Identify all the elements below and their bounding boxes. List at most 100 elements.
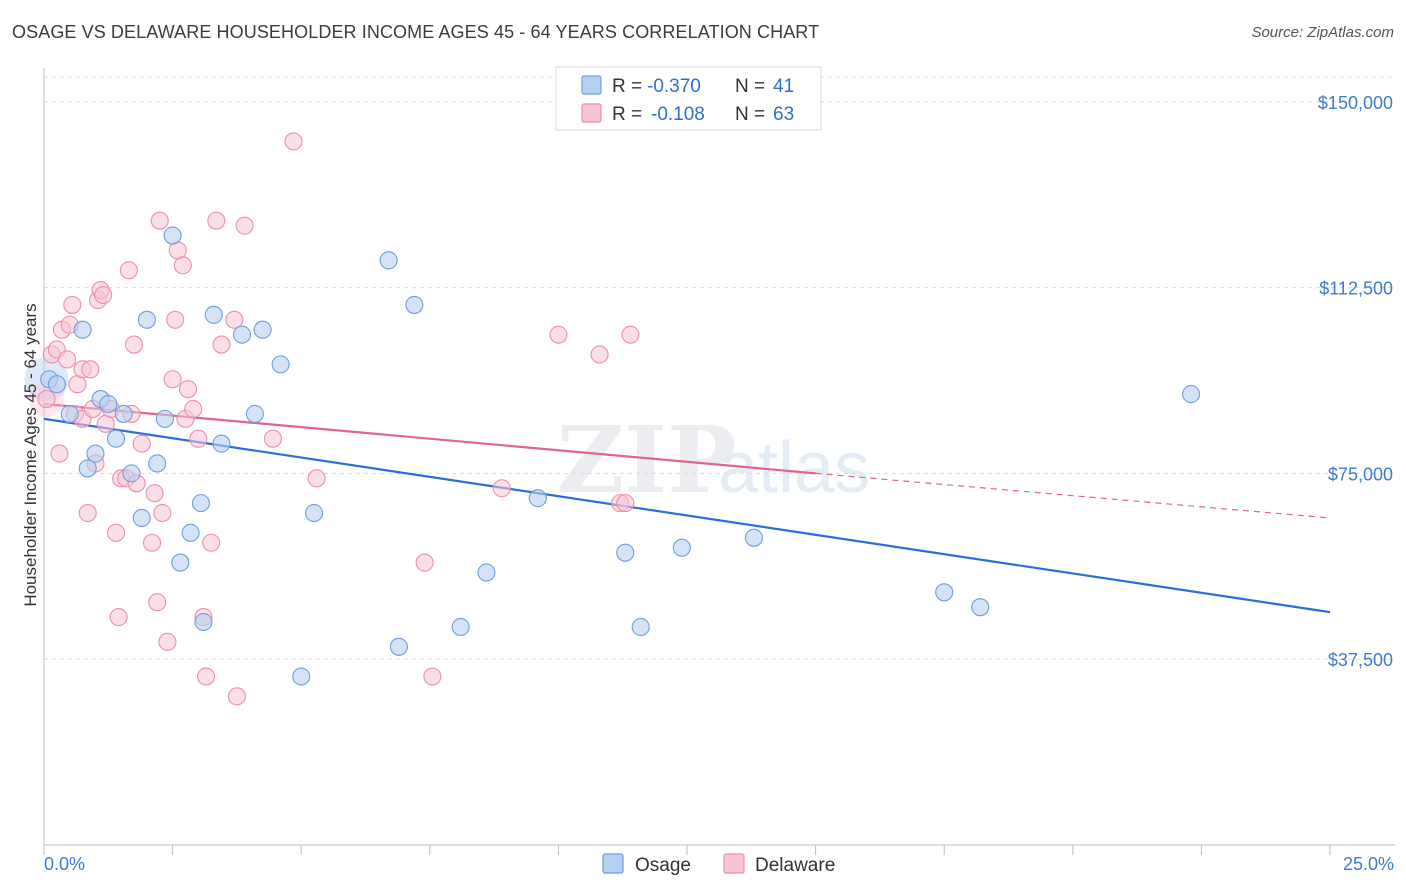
osage-point — [132, 508, 151, 528]
delaware-point — [78, 503, 97, 523]
delaware-point — [307, 469, 326, 488]
legend-r-label-delaware: R = — [612, 104, 642, 125]
chart-title: OSAGE VS DELAWARE HOUSEHOLDER INCOME AGE… — [12, 22, 820, 42]
delaware-point — [492, 479, 511, 498]
osage-point — [528, 489, 547, 508]
watermark-atlas: atlas — [718, 428, 870, 508]
osage-point — [935, 583, 954, 602]
osage-point — [477, 563, 496, 582]
delaware-point — [106, 523, 126, 542]
osage-point — [245, 404, 264, 423]
bottom-legend-swatch-delaware — [723, 853, 745, 874]
y-tick-label: $37,500 — [1328, 650, 1393, 670]
legend-r-label-osage: R = — [612, 76, 642, 97]
legend-n-value-osage: 41 — [773, 76, 794, 97]
y-tick-label: $112,500 — [1319, 279, 1393, 299]
osage-point — [86, 444, 105, 463]
delaware-point — [173, 256, 192, 275]
watermark-zip: ZIP — [557, 406, 736, 514]
osage-point — [1182, 385, 1201, 404]
delaware-point — [158, 632, 177, 651]
osage-point — [616, 543, 635, 562]
delaware-point — [63, 295, 82, 314]
legend-n-label-osage: N = — [735, 76, 765, 97]
osage-point — [155, 409, 174, 428]
delaware-point — [178, 380, 198, 399]
gridlines — [44, 76, 1395, 660]
osage-point — [181, 523, 200, 542]
osage-point — [191, 494, 210, 513]
y-tick-label: $150,000 — [1318, 93, 1393, 113]
delaware-point — [163, 370, 182, 389]
delaware-point — [616, 494, 635, 513]
osage-point — [971, 598, 990, 617]
delaware-point — [148, 593, 167, 612]
bottom-legend-label-osage: Osage — [635, 855, 691, 876]
osage-point — [73, 320, 92, 339]
delaware-point — [235, 216, 254, 235]
osage-point — [744, 528, 763, 547]
legend-r-value-osage: -0.370 — [647, 76, 701, 97]
series-legend: Osage Delaware — [602, 853, 835, 876]
legend-n-label-delaware: N = — [735, 104, 765, 125]
osage-point — [672, 538, 691, 557]
osage-point — [148, 454, 167, 473]
osage-point — [122, 464, 141, 483]
x-tick-label-max: 25.0% — [1343, 854, 1394, 874]
source-credit: Source: ZipAtlas.com — [1251, 24, 1394, 41]
legend-swatch-osage — [581, 75, 602, 95]
osage-point — [114, 404, 133, 423]
stats-legend: R = -0.370 N = 41 R = -0.108 N = 63 — [555, 66, 822, 131]
delaware-point — [415, 553, 434, 572]
delaware-point — [590, 345, 609, 364]
delaware-point — [184, 399, 203, 419]
delaware-point — [621, 325, 640, 344]
bottom-legend-label-delaware: Delaware — [755, 855, 835, 876]
osage-point — [47, 375, 66, 394]
osage-point — [405, 295, 424, 314]
delaware-point — [81, 360, 100, 379]
osage-point — [60, 404, 79, 423]
osage-point — [305, 503, 324, 523]
watermark: ZIP atlas — [557, 406, 870, 514]
delaware-point — [132, 434, 151, 453]
osage-point — [389, 637, 408, 656]
delaware-point — [549, 325, 568, 344]
osage-point — [78, 459, 97, 478]
osage-point — [204, 305, 223, 324]
delaware-point — [153, 503, 172, 523]
delaware-point — [423, 667, 442, 686]
delaware-point — [212, 335, 231, 354]
osage-point — [292, 667, 311, 686]
osage-point — [271, 355, 290, 374]
legend-n-value-delaware: 63 — [773, 104, 794, 125]
osage-point — [137, 310, 156, 329]
osage-trend-line — [43, 417, 1331, 614]
y-tick-labels: $37,500 $75,000 $112,500 $150,000 — [1318, 93, 1393, 670]
delaware-point — [225, 310, 244, 329]
osage-point — [379, 251, 398, 270]
delaware-point — [202, 533, 221, 552]
delaware-point — [227, 687, 246, 706]
osage-point — [631, 617, 650, 637]
osage-point — [171, 553, 190, 572]
osage-point — [99, 394, 118, 414]
osage-point — [163, 226, 182, 245]
bottom-legend-swatch-osage — [602, 853, 624, 874]
delaware-point — [142, 533, 162, 552]
delaware-point — [37, 390, 56, 409]
delaware-point — [124, 335, 144, 354]
delaware-point — [166, 310, 185, 329]
osage-point — [106, 429, 126, 448]
osage-point — [253, 320, 272, 339]
delaware-point — [207, 211, 226, 230]
delaware-point — [284, 132, 303, 151]
delaware-point — [94, 285, 113, 305]
osage-point — [212, 434, 231, 453]
delaware-point — [145, 484, 164, 503]
delaware-point — [189, 429, 208, 448]
legend-r-value-delaware: -0.108 — [651, 104, 705, 125]
delaware-point — [58, 350, 77, 369]
osage-point — [451, 617, 470, 637]
delaware-trend-extension — [815, 472, 1331, 519]
